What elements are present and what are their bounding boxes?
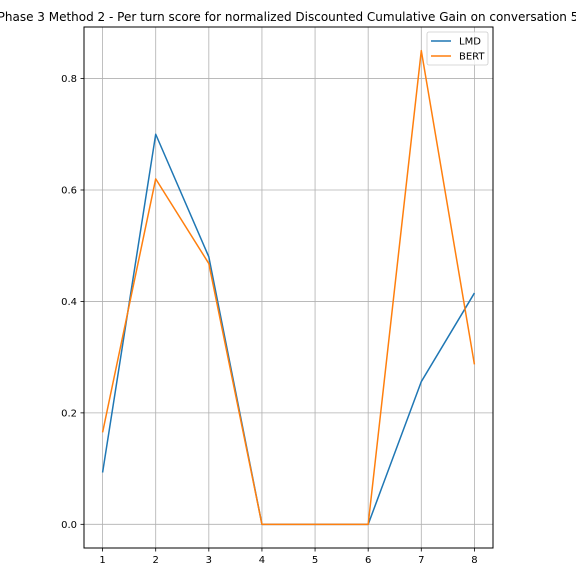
x-tick-label: 1 bbox=[99, 555, 105, 566]
legend-label-lmd: LMD bbox=[459, 37, 481, 48]
y-tick-label: 0.4 bbox=[61, 297, 77, 308]
x-tick-label: 8 bbox=[471, 555, 477, 566]
y-tick-label: 0.8 bbox=[61, 74, 77, 85]
x-tick-label: 3 bbox=[206, 555, 212, 566]
x-tick-label: 6 bbox=[365, 555, 371, 566]
series-line-lmd bbox=[101, 133, 476, 526]
legend: LMD BERT bbox=[426, 31, 489, 66]
x-axis: 1 2 3 4 5 6 7 8 bbox=[99, 548, 478, 566]
chart-title: Phase 3 Method 2 - Per turn score for no… bbox=[0, 10, 576, 24]
legend-label-bert: BERT bbox=[459, 52, 485, 63]
y-tick-label: 0.6 bbox=[61, 185, 77, 196]
x-tick-label: 2 bbox=[153, 555, 159, 566]
series-line-bert bbox=[101, 49, 476, 526]
y-tick-label: 0.2 bbox=[61, 408, 77, 419]
plot-frame bbox=[83, 26, 494, 549]
series-lines bbox=[101, 49, 476, 526]
x-tick-label: 7 bbox=[418, 555, 424, 566]
x-tick-label: 4 bbox=[259, 555, 265, 566]
grid bbox=[84, 27, 493, 548]
y-tick-label: 0.0 bbox=[61, 520, 77, 531]
x-tick-label: 5 bbox=[312, 555, 318, 566]
y-axis: 0.0 0.2 0.4 0.6 0.8 bbox=[61, 74, 84, 531]
